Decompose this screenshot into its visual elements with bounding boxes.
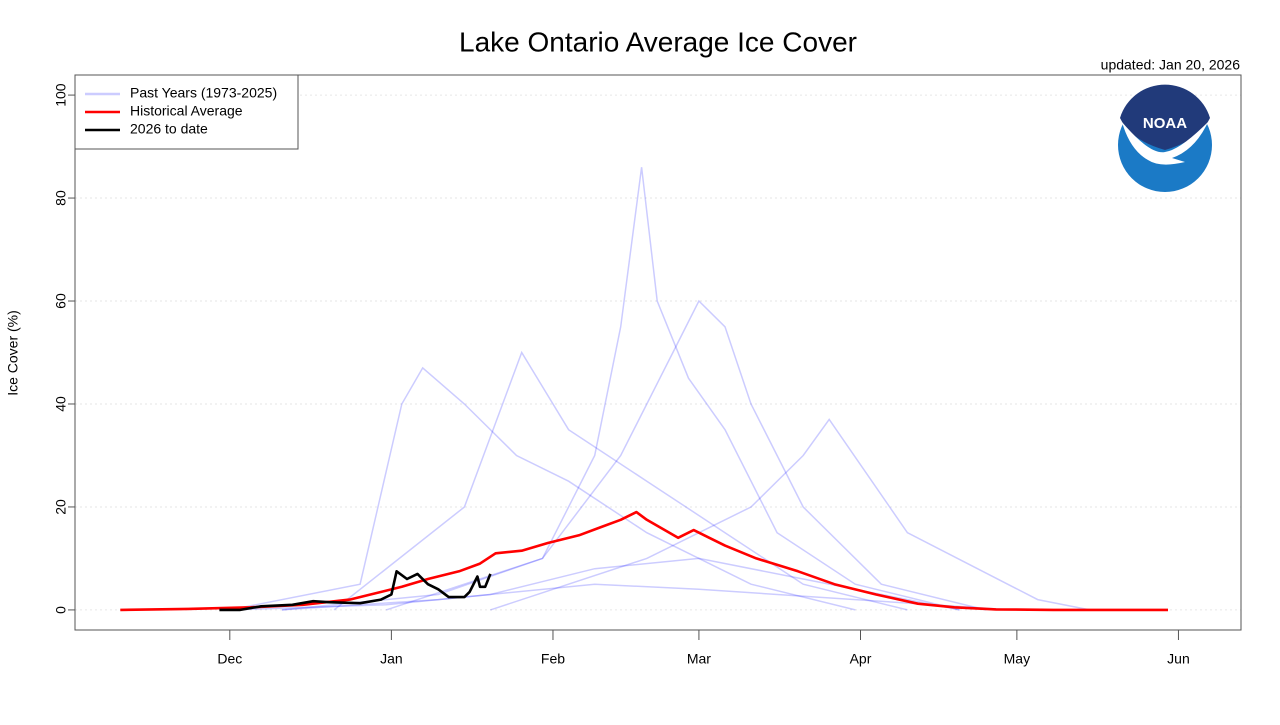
chart-title: Lake Ontario Average Ice Cover <box>459 26 857 57</box>
plot-area <box>75 94 1241 612</box>
y-tick-label: 60 <box>53 293 69 309</box>
x-tick-label: Jan <box>380 651 403 667</box>
x-tick-label: Jun <box>1167 651 1190 667</box>
updated-note: updated: Jan 20, 2026 <box>1101 57 1241 73</box>
past-year-line <box>281 167 960 611</box>
legend-label: Historical Average <box>130 103 243 119</box>
past-year-line <box>229 557 960 611</box>
y-tick-label: 40 <box>53 396 69 412</box>
legend: Past Years (1973-2025) Historical Average… <box>74 74 299 150</box>
y-axis-label: Ice Cover (%) <box>5 310 21 396</box>
series-line <box>219 570 492 612</box>
y-tick-label: 20 <box>53 499 69 515</box>
x-tick-label: Feb <box>541 651 565 667</box>
x-tick-label: Mar <box>687 651 711 667</box>
x-tick-label: Apr <box>850 651 872 667</box>
plot-frame <box>74 74 1242 631</box>
y-tick-label: 100 <box>53 83 69 107</box>
series-line <box>120 510 1168 612</box>
past-year-line <box>333 350 908 611</box>
x-tick-label: Dec <box>217 651 242 667</box>
y-tick-label: 80 <box>53 190 69 206</box>
noaa-logo: NOAA <box>1118 84 1212 192</box>
logo-text: NOAA <box>1143 115 1187 132</box>
past-year-line <box>490 418 1090 611</box>
legend-label: 2026 to date <box>130 121 208 137</box>
x-tick-label: May <box>1004 651 1030 667</box>
y-tick-label: 0 <box>53 606 69 614</box>
past-year-line <box>229 366 856 611</box>
past-year-line <box>385 299 986 611</box>
past-year-line <box>281 583 1012 611</box>
legend-label: Past Years (1973-2025) <box>130 85 277 101</box>
